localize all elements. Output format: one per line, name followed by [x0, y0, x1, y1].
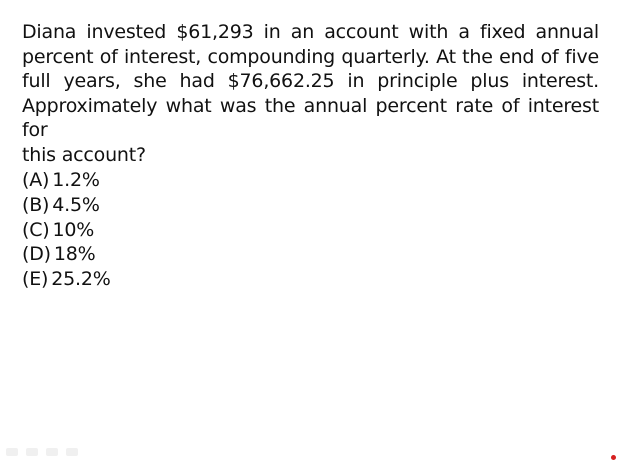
- choice-d: (D) 18%: [22, 242, 111, 267]
- answer-choices: (A) 1.2% (B) 4.5% (C) 10% (D) 18% (E) 25…: [22, 168, 111, 292]
- choice-letter: (E): [22, 268, 49, 291]
- pen-icon[interactable]: [26, 448, 38, 456]
- previous-icon[interactable]: [6, 448, 18, 456]
- choice-letter: (C): [22, 218, 50, 241]
- question-line: percent of interest, compounding quarter…: [22, 45, 599, 68]
- choice-b: (B) 4.5%: [22, 193, 111, 218]
- choice-value: 4.5%: [52, 193, 100, 216]
- choice-letter: (A): [22, 169, 50, 191]
- question-line: full years, she had $76,662.25 in princi…: [22, 70, 599, 93]
- choice-value: 25.2%: [51, 268, 111, 291]
- question-line: Diana invested $61,293 in an account wit…: [22, 21, 599, 43]
- choice-letter: (B): [22, 193, 50, 216]
- choice-c: (C) 10%: [22, 218, 111, 243]
- question-line: Approximately what was the annual percen…: [22, 94, 599, 142]
- slide-toolbar[interactable]: [6, 448, 78, 456]
- menu-icon[interactable]: [46, 448, 58, 456]
- choice-value: 18%: [53, 243, 96, 266]
- question-text: Diana invested $61,293 in an account wit…: [22, 20, 599, 168]
- pointer-icon: [611, 455, 616, 460]
- choice-value: 1.2%: [52, 169, 100, 191]
- next-icon[interactable]: [66, 448, 78, 456]
- choice-value: 10%: [52, 218, 95, 241]
- choice-a: (A) 1.2%: [22, 168, 111, 193]
- choice-e: (E) 25.2%: [22, 267, 111, 292]
- choice-letter: (D): [22, 243, 51, 266]
- question-line: this account?: [22, 143, 146, 166]
